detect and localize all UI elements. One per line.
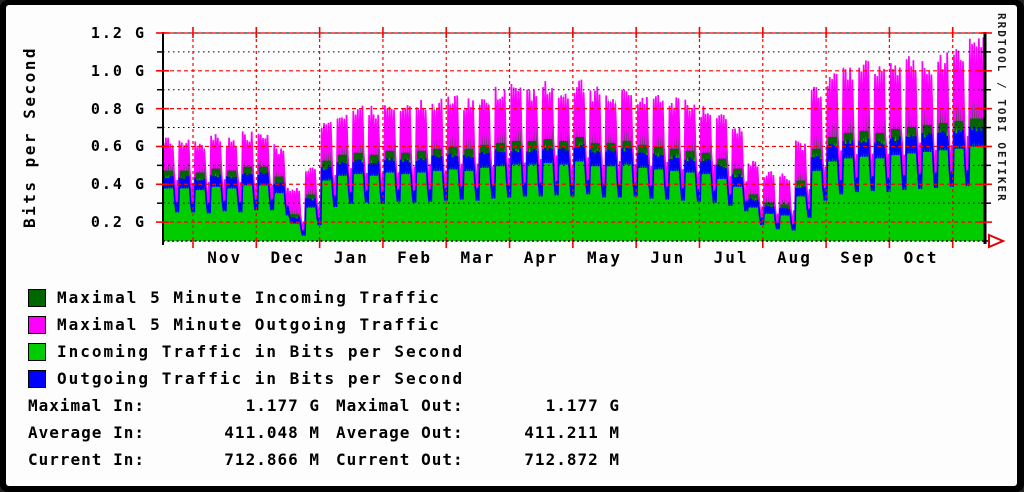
y-axis-tick-label: 0.6 G (90, 137, 146, 156)
x-axis-month-label: Oct (903, 248, 939, 267)
x-axis-month-label: Dec (270, 248, 306, 267)
x-axis-month-label: Apr (523, 248, 559, 267)
x-axis-month-label: Nov (207, 248, 243, 267)
average-in-value: 411.048 M (224, 423, 320, 442)
legend-item-avg-out: Outgoing Traffic in Bits per Second (28, 365, 464, 392)
x-axis-month-label: Sep (840, 248, 876, 267)
current-in-label: Current In: (28, 450, 145, 469)
x-axis-month-label: Mar (460, 248, 496, 267)
traffic-stats: Maximal In: 1.177 G Maximal Out: 1.177 G… (28, 392, 620, 473)
legend-label: Outgoing Traffic in Bits per Second (57, 369, 465, 388)
legend-swatch-blue (28, 369, 46, 388)
legend-item-avg-in: Incoming Traffic in Bits per Second (28, 338, 464, 365)
y-axis-tick-label: 1.2 G (90, 24, 146, 42)
y-axis-tick-label: 0.4 G (90, 175, 146, 194)
legend-label: Maximal 5 Minute Outgoing Traffic (57, 315, 441, 334)
legend-item-max-out: Maximal 5 Minute Outgoing Traffic (28, 311, 464, 338)
current-out-value: 712.872 M (524, 450, 620, 469)
traffic-chart-svg (156, 27, 1006, 249)
legend-item-max-in: Maximal 5 Minute Incoming Traffic (28, 284, 464, 311)
legend-label: Incoming Traffic in Bits per Second (57, 342, 465, 361)
x-axis-month-label: Jun (650, 248, 686, 267)
x-axis-month-label: Aug (776, 248, 812, 267)
y-axis-tick-label: 0.8 G (90, 99, 146, 118)
legend-swatch-dark-green (28, 288, 46, 307)
avg-outgoing-line (162, 126, 986, 236)
y-axis-title: Bits per Second (20, 46, 39, 228)
x-axis-month-label: May (587, 248, 622, 267)
average-out-value: 411.211 M (524, 423, 620, 442)
stats-row-maximal: Maximal In: 1.177 G Maximal Out: 1.177 G (28, 392, 620, 419)
y-axis-tick-label: 1.0 G (90, 61, 146, 80)
traffic-chart (150, 26, 1012, 262)
x-axis-month-label: Feb (397, 248, 433, 267)
current-out-label: Current Out: (336, 450, 464, 469)
average-out-label: Average Out: (336, 423, 464, 442)
maximal-in-value: 1.177 G (245, 396, 320, 415)
maximal-in-label: Maximal In: (28, 396, 145, 415)
stats-row-current: Current In: 712.866 M Current Out: 712.8… (28, 446, 620, 473)
maximal-out-value: 1.177 G (545, 396, 620, 415)
x-axis-month-label: Jan (333, 248, 369, 267)
legend-swatch-green (28, 342, 46, 361)
average-in-label: Average In: (28, 423, 145, 442)
x-axis-arrow (988, 233, 1006, 249)
chart-legend: Maximal 5 Minute Incoming Traffic Maxima… (28, 284, 464, 392)
max-outgoing-line (162, 37, 986, 233)
legend-swatch-magenta (28, 315, 46, 334)
current-in-value: 712.866 M (224, 450, 320, 469)
y-axis-tick-label: 0.2 G (90, 213, 146, 232)
legend-label: Maximal 5 Minute Incoming Traffic (57, 288, 441, 307)
x-axis-month-label: Jul (713, 248, 749, 267)
stats-row-average: Average In: 411.048 M Average Out: 411.2… (28, 419, 620, 446)
rrdtool-watermark: RRDTOOL / TOBI OETIKER (995, 13, 1008, 203)
maximal-out-label: Maximal Out: (336, 396, 464, 415)
